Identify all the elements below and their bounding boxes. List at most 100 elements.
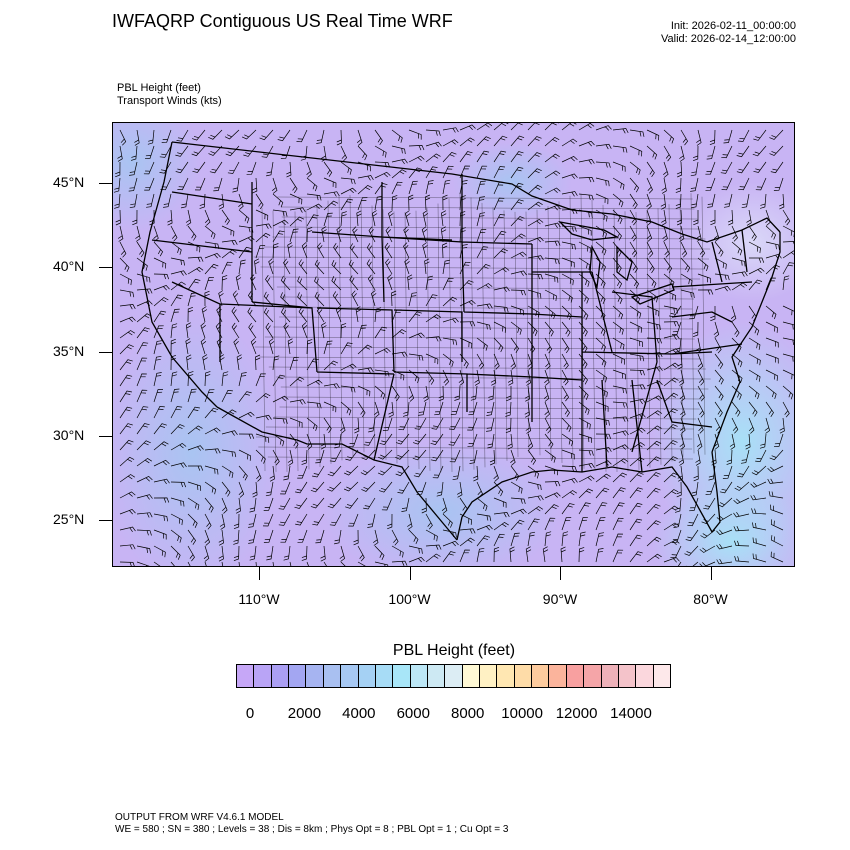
wind-barb	[489, 449, 496, 466]
wind-barb	[153, 423, 167, 435]
wind-barb	[685, 529, 699, 542]
wind-barb	[280, 292, 291, 307]
wind-barb	[749, 257, 765, 263]
colorbar-swatch	[532, 665, 550, 687]
wind-barb	[612, 502, 625, 515]
wind-barb	[170, 281, 186, 291]
wind-barb	[663, 456, 678, 467]
wind-barb	[306, 193, 322, 201]
wind-barb	[368, 226, 376, 243]
wind-barb	[544, 170, 561, 179]
wind-barb	[119, 257, 130, 273]
wind-barb	[248, 513, 257, 528]
wind-barb	[680, 241, 688, 258]
wind-barb	[733, 526, 750, 532]
wind-barb	[306, 161, 312, 178]
wind-barb	[119, 330, 135, 339]
lake-superior	[558, 220, 620, 241]
wind-barb	[748, 353, 761, 366]
wind-barb	[476, 229, 487, 243]
wind-barb	[170, 513, 183, 526]
wind-barb	[250, 338, 257, 355]
wind-barb	[629, 193, 638, 210]
wind-barb	[578, 241, 591, 253]
wind-barb	[170, 529, 182, 543]
wind-barb	[527, 136, 542, 147]
wind-barb	[187, 278, 201, 291]
wind-barb	[367, 274, 376, 291]
wind-barb	[442, 179, 451, 195]
wind-barb	[289, 433, 299, 449]
wind-barb	[561, 138, 578, 147]
wind-barb	[252, 177, 258, 194]
wind-barb	[238, 465, 248, 481]
wind-barb	[255, 465, 262, 482]
wind-barb	[765, 241, 780, 250]
wind-barb	[175, 145, 189, 157]
wind-barb	[753, 161, 767, 173]
map-panel	[112, 122, 795, 567]
wind-barb	[595, 548, 604, 563]
wind-barb	[255, 393, 271, 403]
wind-barb	[306, 339, 313, 355]
wind-barb	[612, 305, 624, 320]
wind-barb	[612, 337, 625, 350]
wind-barb	[403, 242, 410, 259]
wind-barb	[424, 258, 430, 275]
wind-barb	[506, 386, 512, 402]
wind-barb	[510, 289, 526, 296]
wind-barb	[170, 497, 185, 507]
wind-barb	[493, 286, 510, 293]
wind-barb	[153, 529, 167, 540]
wind-barb	[595, 321, 606, 336]
wind-barb	[115, 161, 121, 178]
wind-barb	[782, 209, 791, 226]
wind-barb	[295, 481, 308, 494]
wind-barb	[317, 242, 325, 259]
wind-barb	[612, 533, 624, 547]
wind-barb	[344, 465, 359, 476]
wind-barb	[408, 180, 418, 195]
wind-barb	[544, 273, 559, 283]
wind-barb	[204, 371, 211, 387]
wind-barb	[387, 274, 393, 291]
wind-barb	[764, 417, 771, 434]
wind-barb	[153, 257, 167, 269]
wind-barb	[425, 544, 442, 550]
wind-barb	[691, 193, 699, 209]
wind-barb	[135, 225, 141, 242]
wind-barb	[335, 306, 342, 323]
wind-barb	[493, 465, 499, 482]
wind-barb	[395, 449, 410, 460]
wind-barb	[159, 161, 172, 174]
wind-barb	[241, 129, 257, 140]
wind-barb	[370, 290, 377, 307]
wind-barb	[204, 497, 214, 513]
wind-barb	[136, 423, 150, 435]
wind-barb	[301, 322, 308, 339]
wind-barb	[255, 245, 266, 259]
wind-barb	[265, 322, 274, 339]
wind-barb	[263, 497, 274, 511]
wind-barb	[691, 481, 699, 497]
map-border	[112, 122, 795, 567]
wind-barb	[544, 240, 561, 246]
wind-barb	[697, 401, 705, 418]
latitude-tick	[99, 183, 112, 184]
wind-barb	[612, 430, 629, 436]
wind-barb	[391, 545, 404, 558]
colorbar-swatch	[462, 665, 481, 687]
wind-barb	[187, 256, 204, 262]
wind-barb	[693, 210, 699, 226]
wind-barb	[268, 338, 275, 355]
wind-barb	[153, 406, 165, 419]
colorbar-swatch	[427, 665, 446, 687]
wind-barb	[629, 273, 640, 289]
wind-barb	[209, 161, 223, 174]
wind-barb	[755, 449, 767, 462]
wind-barb	[476, 165, 488, 179]
wind-barb	[442, 353, 454, 367]
wind-barb	[170, 241, 182, 255]
wind-barb	[371, 210, 378, 227]
wind-barb	[442, 242, 448, 259]
